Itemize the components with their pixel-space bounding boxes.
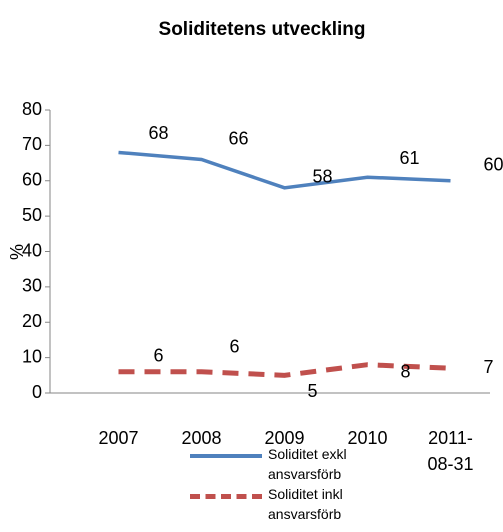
data-label: 6 xyxy=(153,346,163,366)
y-tick-label: 80 xyxy=(22,99,42,119)
y-tick-label: 60 xyxy=(22,170,42,190)
data-label: 60 xyxy=(483,155,503,175)
x-tick-label: 2011-08-31 xyxy=(427,428,474,474)
y-tick-label: 70 xyxy=(22,134,42,154)
y-axis-label: % xyxy=(7,244,27,260)
y-tick-label: 40 xyxy=(22,240,42,260)
series-line xyxy=(118,150,451,190)
data-label: 68 xyxy=(148,123,168,143)
y-tick-label: 50 xyxy=(22,205,42,225)
data-label: 61 xyxy=(399,148,419,168)
legend-swatch xyxy=(190,454,262,458)
y-tick-label: 10 xyxy=(22,346,42,366)
legend-label: Soliditet exkl ansvarsförb xyxy=(268,446,347,482)
legend-label: Soliditet inkl ansvarsförb xyxy=(268,486,343,522)
y-tick-label: 30 xyxy=(22,276,42,296)
data-label: 5 xyxy=(307,381,317,401)
x-tick-label: 2009 xyxy=(264,428,305,448)
x-tick-label: 2008 xyxy=(181,428,222,448)
legend-swatch xyxy=(190,494,262,499)
y-tick-label: 0 xyxy=(32,382,42,402)
data-label: 66 xyxy=(228,128,248,148)
data-label: 7 xyxy=(483,357,493,377)
data-label: 58 xyxy=(312,167,332,187)
series-line xyxy=(118,362,451,378)
x-tick-label: 2010 xyxy=(347,428,388,448)
data-label: 6 xyxy=(229,337,239,357)
x-tick-label: 2007 xyxy=(98,428,139,448)
data-label: 8 xyxy=(400,361,410,381)
chart-title: Soliditetens utveckling xyxy=(159,19,366,40)
y-tick-label: 20 xyxy=(22,311,42,331)
